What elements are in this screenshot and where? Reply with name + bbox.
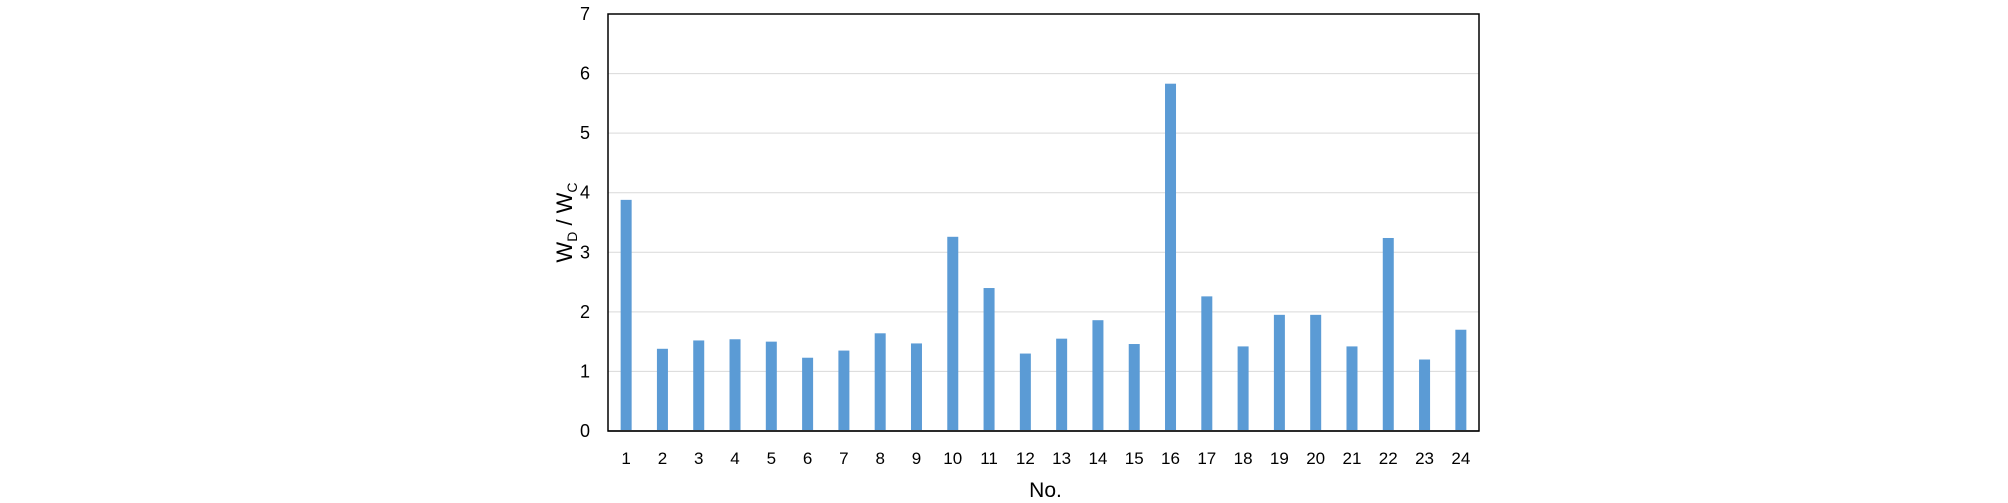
y-tick-label-7: 7 [580,4,590,24]
x-tick-label-7: 7 [839,449,848,468]
y-axis-title-w1: W [552,242,577,263]
x-tick-label-18: 18 [1234,449,1253,468]
x-tick-label-8: 8 [875,449,884,468]
bar-14 [1092,320,1104,431]
x-tick-label-6: 6 [803,449,812,468]
x-tick-label-21: 21 [1343,449,1362,468]
x-tick-labels: 1 2 3 4 5 6 7 8 9 10 11 12 13 14 15 16 17 18 19 20 21 22 23 24 [621,449,1470,468]
x-tick-label-13: 13 [1052,449,1071,468]
x-tick-label-1: 1 [621,449,630,468]
bar-22 [1382,237,1394,431]
x-tick-label-24: 24 [1451,449,1470,468]
y-tick-label-2: 2 [580,302,590,322]
y-tick-label-6: 6 [580,64,590,84]
x-tick-label-5: 5 [767,449,776,468]
x-tick-label-11: 11 [980,449,998,468]
bar-2 [656,348,668,431]
bar-9 [910,343,922,431]
y-axis-title: WD / WC [552,182,580,262]
y-tick-label-5: 5 [580,123,590,143]
y-tick-label-1: 1 [580,361,590,381]
bar-17 [1201,296,1213,431]
bar-7 [838,350,850,431]
x-tick-label-3: 3 [694,449,703,468]
y-axis-title-separator: / [552,213,577,231]
bar-5 [765,341,777,431]
gridlines [608,73,1479,372]
bar-13 [1056,338,1068,431]
x-tick-label-10: 10 [943,449,962,468]
x-tick-label-2: 2 [658,449,667,468]
y-tick-label-4: 4 [580,183,590,203]
x-tick-label-12: 12 [1016,449,1035,468]
x-tick-label-17: 17 [1197,449,1216,468]
bar-18 [1237,346,1249,431]
y-axis-title-sub-c: C [564,182,580,192]
bar-4 [729,339,741,431]
bar-10 [947,236,959,431]
x-tick-label-16: 16 [1161,449,1180,468]
bar-16 [1165,83,1177,431]
y-tick-label-3: 3 [580,242,590,262]
bars [620,83,1467,431]
bar-11 [983,288,995,431]
y-axis-title-sub-d: D [564,232,580,242]
x-tick-label-9: 9 [912,449,921,468]
bar-21 [1346,346,1358,431]
x-tick-label-14: 14 [1088,449,1107,468]
x-tick-label-23: 23 [1415,449,1434,468]
y-axis-title-w2: W [552,192,577,213]
bar-15 [1128,344,1140,431]
bar-8 [874,333,886,431]
x-tick-label-19: 19 [1270,449,1289,468]
bar-20 [1310,314,1322,431]
bar-3 [693,340,705,431]
x-tick-label-22: 22 [1379,449,1398,468]
y-tick-labels: 0 1 2 3 4 5 6 7 [580,4,590,441]
plot-area-frame [607,13,1480,432]
bar-6 [802,357,814,431]
y-tick-label-0: 0 [580,421,590,441]
bar-12 [1019,353,1031,431]
bar-24 [1455,329,1467,431]
x-axis-title: No. [1029,479,1062,502]
bar-1 [620,199,632,431]
x-tick-label-4: 4 [730,449,739,468]
bar-19 [1273,314,1285,431]
bar-23 [1419,359,1431,431]
x-tick-label-15: 15 [1125,449,1144,468]
x-tick-label-20: 20 [1306,449,1325,468]
